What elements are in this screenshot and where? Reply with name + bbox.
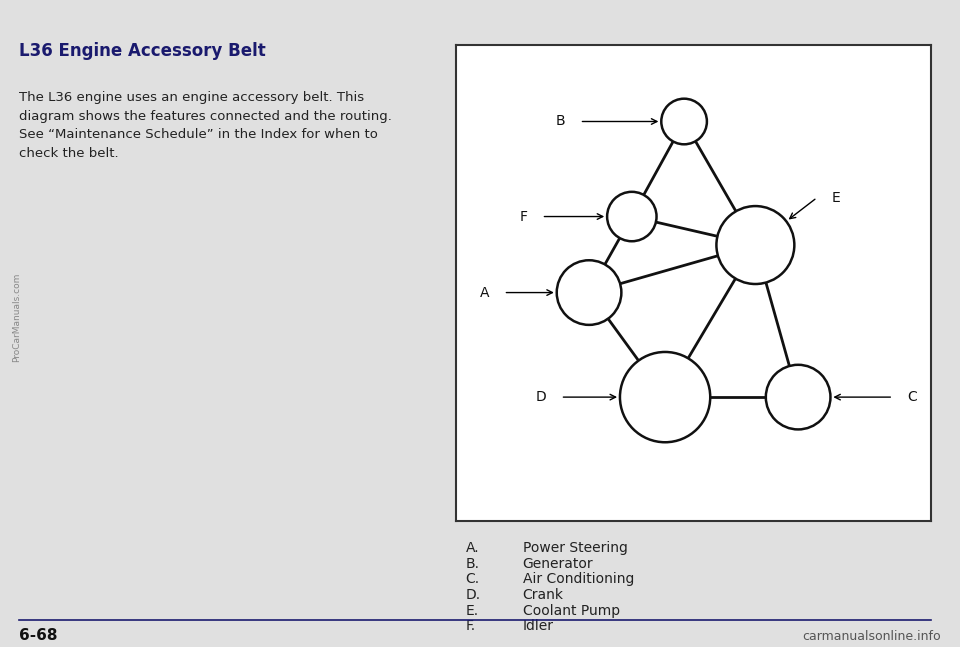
- Text: 6-68: 6-68: [19, 628, 58, 643]
- Text: F: F: [519, 210, 527, 223]
- Text: A: A: [480, 285, 490, 300]
- Circle shape: [716, 206, 794, 284]
- Text: Generator: Generator: [522, 556, 593, 571]
- Text: C.: C.: [466, 573, 480, 586]
- Text: Power Steering: Power Steering: [522, 541, 628, 555]
- Text: E: E: [831, 190, 840, 204]
- Text: D: D: [536, 390, 546, 404]
- Text: Idler: Idler: [522, 619, 554, 633]
- Text: C: C: [907, 390, 917, 404]
- Text: E.: E.: [466, 604, 479, 618]
- Text: The L36 engine uses an engine accessory belt. This
diagram shows the features co: The L36 engine uses an engine accessory …: [19, 91, 392, 160]
- Text: L36 Engine Accessory Belt: L36 Engine Accessory Belt: [19, 42, 266, 60]
- Circle shape: [766, 365, 830, 430]
- Circle shape: [661, 99, 707, 144]
- Text: Air Conditioning: Air Conditioning: [522, 573, 634, 586]
- Text: A.: A.: [466, 541, 479, 555]
- Text: D.: D.: [466, 588, 481, 602]
- Text: B.: B.: [466, 556, 479, 571]
- Circle shape: [620, 352, 710, 443]
- Circle shape: [557, 260, 621, 325]
- Text: F.: F.: [466, 619, 475, 633]
- Text: Crank: Crank: [522, 588, 564, 602]
- Text: ProCarManuals.com: ProCarManuals.com: [12, 272, 21, 362]
- Text: Coolant Pump: Coolant Pump: [522, 604, 619, 618]
- Text: B: B: [556, 115, 565, 129]
- Text: carmanualsonline.info: carmanualsonline.info: [803, 630, 941, 643]
- Circle shape: [607, 192, 657, 241]
